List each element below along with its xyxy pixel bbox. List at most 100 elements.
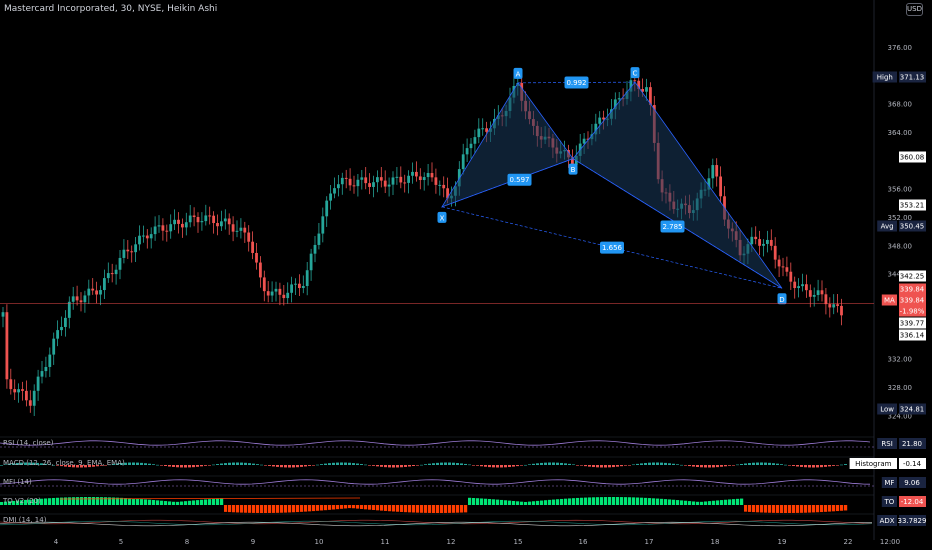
pattern-point-text: X — [440, 214, 445, 222]
candle-body — [145, 235, 149, 239]
histogram-bar — [764, 462, 767, 465]
to-bar — [760, 505, 764, 513]
histogram-bar — [136, 462, 139, 465]
to-bar — [500, 499, 504, 505]
histogram-bar — [304, 465, 307, 467]
to-bar — [780, 505, 784, 513]
price-tag-353-bg — [899, 199, 926, 211]
candle-body — [223, 218, 227, 222]
histogram-bar — [460, 463, 463, 465]
histogram-bar — [792, 465, 795, 466]
to-bar — [580, 497, 584, 505]
histogram-bar — [620, 465, 623, 467]
histogram-bar — [88, 465, 91, 468]
to-bar — [296, 505, 300, 513]
histogram-bar — [704, 465, 707, 468]
to-bar — [364, 505, 368, 510]
price-tag-360-bg — [899, 151, 926, 163]
histogram-bar — [56, 465, 59, 466]
to-bar — [480, 498, 484, 505]
to-bar — [272, 505, 276, 513]
candle-body — [173, 219, 176, 225]
histogram-bar — [76, 465, 79, 468]
histogram-bar — [372, 465, 375, 466]
histogram-bar — [200, 465, 203, 467]
to-bar — [708, 501, 712, 505]
candle-body — [235, 230, 239, 232]
candle-body — [469, 143, 473, 149]
histogram-bar — [664, 462, 667, 465]
to-bar — [596, 497, 600, 505]
histogram-bar — [244, 462, 247, 465]
to-bar — [456, 505, 460, 513]
histogram-bar — [488, 465, 491, 468]
candle-body — [333, 188, 336, 194]
low-tag-bg — [899, 403, 926, 415]
indicator-value: 21.80 — [902, 440, 922, 448]
candle-body — [372, 182, 375, 187]
candle-body — [571, 157, 574, 165]
avg-tag-bg — [899, 220, 926, 232]
change-tag-value: -1.98% — [900, 308, 925, 316]
candle-body — [379, 177, 383, 181]
to-bar — [360, 505, 364, 509]
histogram-bar — [520, 465, 523, 466]
price-tick-label: 324.00 — [888, 412, 913, 420]
candle-body — [707, 178, 711, 190]
to-bar — [328, 505, 332, 510]
candle-body — [1, 312, 5, 317]
to-bar — [124, 498, 128, 505]
candle-body — [828, 304, 832, 308]
indicator-line — [0, 440, 871, 446]
price-tag-342-bg — [899, 270, 926, 282]
histogram-bar — [360, 464, 363, 465]
candle-body — [5, 312, 9, 380]
candle-body — [376, 177, 379, 183]
candle-body — [126, 249, 130, 252]
histogram-bar — [272, 465, 275, 467]
to-bar — [292, 505, 296, 513]
to-bar — [804, 505, 808, 513]
candle-body — [602, 117, 605, 120]
histogram-bar — [368, 465, 371, 466]
pattern-ratio-label — [564, 76, 589, 89]
histogram-bar — [644, 462, 647, 465]
histogram-bar — [292, 465, 295, 468]
candle-body — [383, 180, 387, 187]
histogram-bar — [760, 462, 763, 465]
to-bar — [316, 505, 320, 511]
candle-body — [805, 284, 808, 291]
histogram-bar — [344, 462, 347, 465]
histogram-bar — [436, 462, 439, 465]
to-bar — [148, 499, 152, 505]
histogram-bar — [604, 465, 607, 468]
to-bar — [84, 497, 88, 505]
candle-body — [36, 376, 40, 391]
candle-body — [192, 215, 196, 218]
to-bar — [52, 497, 56, 505]
price-tick-label: 364.00 — [888, 129, 913, 137]
candle-body — [28, 400, 32, 406]
price-tick-label: 368.00 — [888, 101, 913, 109]
histogram-bar — [780, 464, 783, 465]
currency-button[interactable]: USD — [906, 3, 923, 16]
to-bar — [428, 505, 432, 513]
histogram-bar — [608, 465, 611, 468]
histogram-bar — [228, 462, 231, 465]
candle-body — [87, 288, 91, 296]
time-tick-label: 11 — [381, 538, 390, 546]
to-bar — [232, 505, 236, 513]
candle-body — [457, 169, 461, 187]
histogram-bar — [120, 463, 123, 465]
pattern-point-text: D — [779, 296, 784, 304]
candle-body — [227, 218, 231, 225]
to-bar — [372, 505, 376, 511]
histogram-bar — [804, 465, 807, 468]
avg-tag: 350.45 Avg — [877, 220, 926, 232]
to-bar — [680, 500, 684, 505]
pattern-xab — [441, 82, 574, 208]
to-bar — [764, 505, 768, 513]
to-bar — [208, 499, 212, 505]
